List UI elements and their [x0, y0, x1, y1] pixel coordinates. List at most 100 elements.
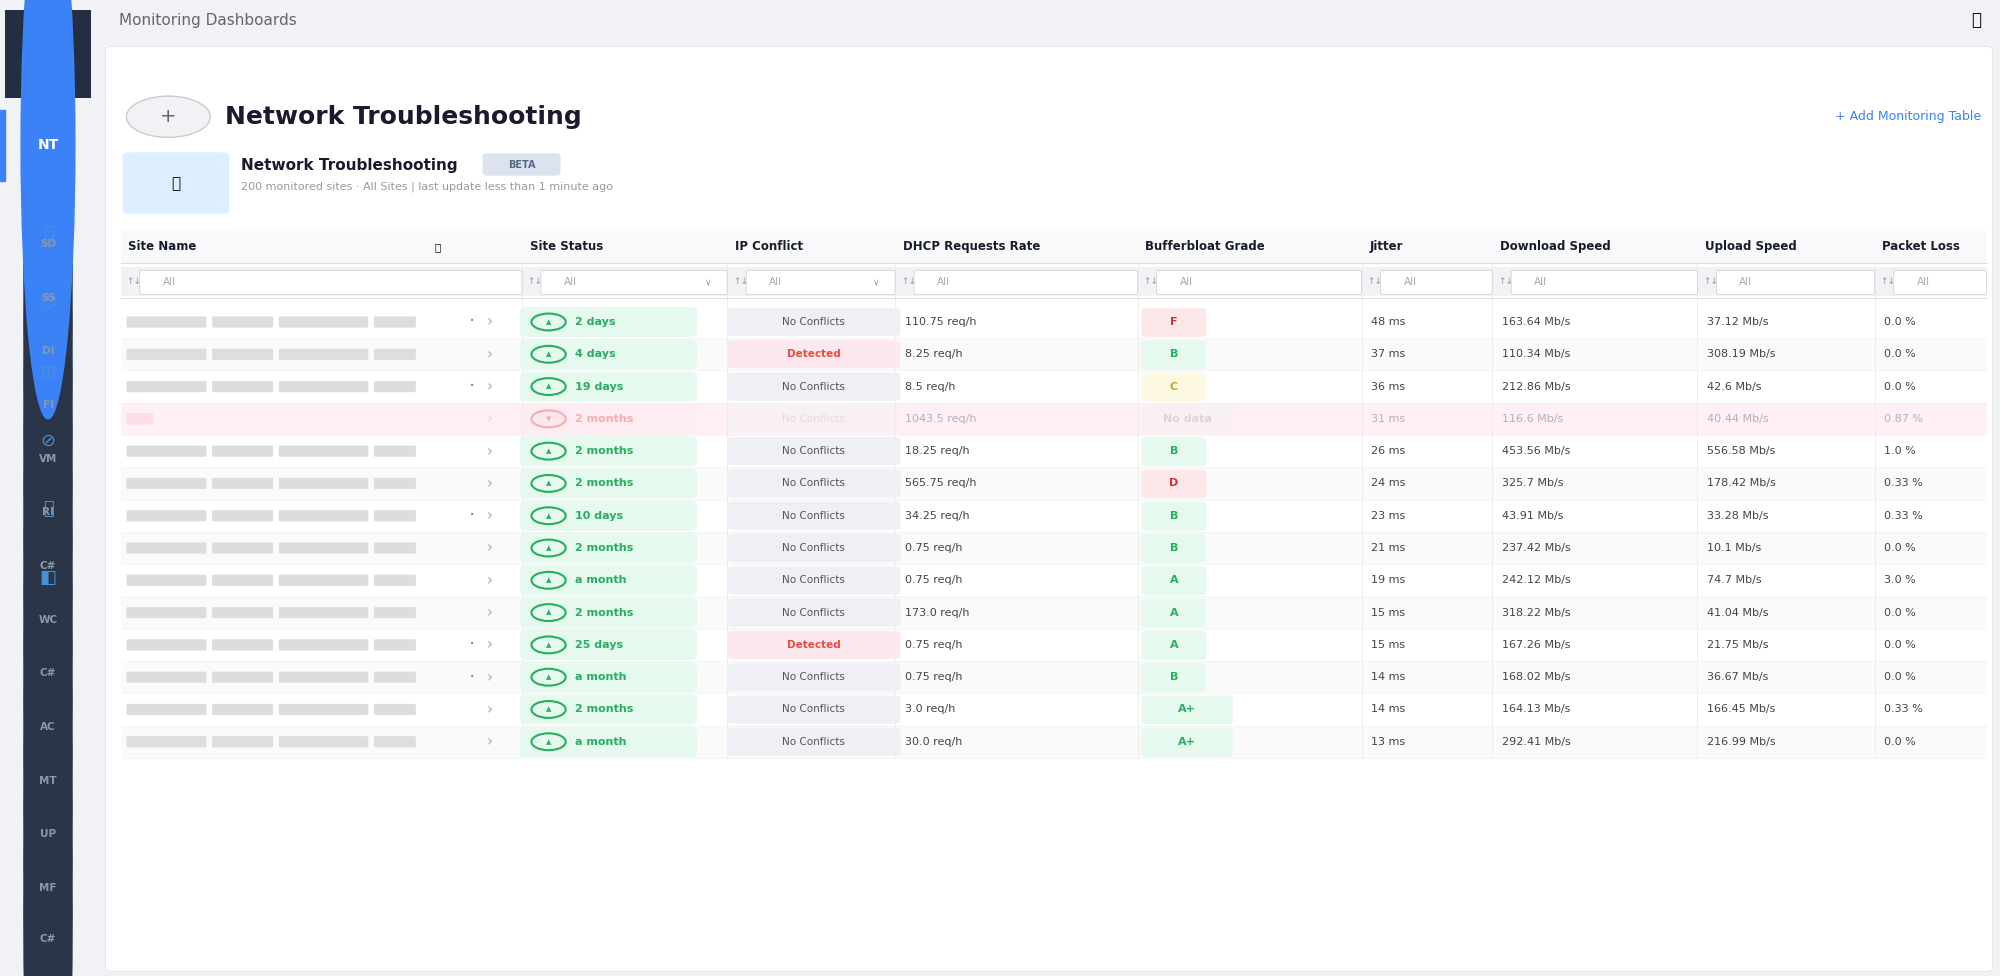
Circle shape [534, 379, 564, 394]
Text: ▲: ▲ [546, 480, 552, 486]
Bar [120, 532, 1986, 564]
Text: ›: › [486, 379, 492, 394]
FancyBboxPatch shape [1142, 598, 1206, 628]
Text: Site Status: Site Status [530, 240, 602, 254]
Text: 🔔: 🔔 [42, 501, 54, 518]
Text: No Conflicts: No Conflicts [782, 478, 846, 488]
FancyBboxPatch shape [728, 663, 900, 691]
FancyBboxPatch shape [212, 445, 274, 457]
FancyBboxPatch shape [374, 736, 416, 748]
FancyBboxPatch shape [728, 696, 900, 723]
FancyBboxPatch shape [1512, 270, 1698, 295]
Text: 163.64 Mb/s: 163.64 Mb/s [1502, 317, 1570, 327]
Text: Detected: Detected [786, 349, 840, 359]
Text: WC: WC [38, 615, 58, 625]
FancyBboxPatch shape [746, 270, 896, 295]
Text: B: B [1170, 446, 1178, 456]
Text: 0.33 %: 0.33 % [1884, 510, 1922, 521]
FancyBboxPatch shape [520, 695, 698, 724]
Text: 2 months: 2 months [576, 414, 634, 424]
Circle shape [534, 605, 564, 620]
Text: 18.25 req/h: 18.25 req/h [904, 446, 970, 456]
FancyBboxPatch shape [1380, 270, 1492, 295]
FancyBboxPatch shape [520, 662, 698, 692]
FancyBboxPatch shape [212, 704, 274, 715]
FancyBboxPatch shape [1142, 566, 1206, 595]
Text: A+: A+ [1178, 737, 1196, 747]
Bar [120, 231, 1986, 263]
FancyBboxPatch shape [212, 543, 274, 553]
Text: 166.45 Mb/s: 166.45 Mb/s [1706, 705, 1776, 714]
FancyBboxPatch shape [728, 405, 900, 433]
Bar [120, 726, 1986, 758]
FancyBboxPatch shape [126, 639, 206, 651]
FancyBboxPatch shape [728, 630, 900, 659]
Text: ▲: ▲ [546, 545, 552, 551]
FancyBboxPatch shape [126, 316, 206, 328]
FancyBboxPatch shape [140, 270, 522, 295]
FancyBboxPatch shape [278, 607, 368, 618]
FancyBboxPatch shape [374, 639, 416, 651]
Text: 14 ms: 14 ms [1372, 672, 1406, 682]
Text: 36.67 Mb/s: 36.67 Mb/s [1706, 672, 1768, 682]
FancyBboxPatch shape [1142, 663, 1206, 692]
FancyBboxPatch shape [1142, 373, 1206, 401]
Text: ▲: ▲ [546, 674, 552, 680]
Text: 19 days: 19 days [576, 382, 624, 391]
FancyBboxPatch shape [1142, 728, 1232, 756]
Text: A: A [1170, 575, 1178, 586]
FancyBboxPatch shape [278, 543, 368, 553]
Text: DHCP Requests Rate: DHCP Requests Rate [902, 240, 1040, 254]
Text: 24 ms: 24 ms [1372, 478, 1406, 488]
FancyBboxPatch shape [212, 348, 274, 360]
Text: Site Name: Site Name [128, 240, 196, 254]
Text: ›: › [486, 637, 492, 652]
FancyBboxPatch shape [278, 736, 368, 748]
FancyBboxPatch shape [374, 510, 416, 521]
Text: Network Troubleshooting: Network Troubleshooting [240, 158, 458, 173]
Text: 0.0 %: 0.0 % [1884, 543, 1916, 553]
Text: a month: a month [576, 737, 626, 747]
FancyBboxPatch shape [374, 575, 416, 586]
Text: No data: No data [1162, 414, 1212, 424]
FancyBboxPatch shape [728, 373, 900, 400]
FancyBboxPatch shape [126, 348, 206, 360]
Text: No Conflicts: No Conflicts [782, 510, 846, 521]
Bar [120, 266, 1986, 297]
Text: 0.75 req/h: 0.75 req/h [904, 575, 962, 586]
FancyBboxPatch shape [126, 704, 206, 715]
Text: ▲: ▲ [546, 448, 552, 454]
FancyBboxPatch shape [126, 510, 206, 521]
Circle shape [534, 670, 564, 685]
Text: 0.0 %: 0.0 % [1884, 608, 1916, 618]
Text: 0.33 %: 0.33 % [1884, 705, 1922, 714]
Text: +: + [160, 107, 176, 126]
Circle shape [534, 476, 564, 491]
FancyBboxPatch shape [728, 341, 900, 368]
FancyBboxPatch shape [728, 534, 900, 562]
Text: 📌: 📌 [434, 242, 442, 252]
FancyBboxPatch shape [212, 316, 274, 328]
FancyBboxPatch shape [126, 575, 206, 586]
FancyBboxPatch shape [126, 671, 206, 683]
Text: ›: › [486, 702, 492, 717]
Bar [0, 110, 6, 181]
Text: 116.6 Mb/s: 116.6 Mb/s [1502, 414, 1562, 424]
Text: 33.28 Mb/s: 33.28 Mb/s [1706, 510, 1768, 521]
Circle shape [534, 637, 564, 652]
FancyBboxPatch shape [106, 47, 1992, 971]
FancyBboxPatch shape [374, 445, 416, 457]
FancyBboxPatch shape [212, 510, 274, 521]
FancyBboxPatch shape [278, 510, 368, 521]
FancyBboxPatch shape [122, 152, 230, 214]
Text: 0.0 %: 0.0 % [1884, 317, 1916, 327]
Text: ↑↓: ↑↓ [126, 277, 142, 286]
FancyBboxPatch shape [482, 153, 560, 176]
FancyBboxPatch shape [278, 704, 368, 715]
FancyBboxPatch shape [126, 543, 206, 553]
Text: 168.02 Mb/s: 168.02 Mb/s [1502, 672, 1570, 682]
Text: ▲: ▲ [546, 642, 552, 648]
Text: All: All [1180, 277, 1192, 288]
Text: B: B [1170, 349, 1178, 359]
Circle shape [24, 483, 72, 971]
